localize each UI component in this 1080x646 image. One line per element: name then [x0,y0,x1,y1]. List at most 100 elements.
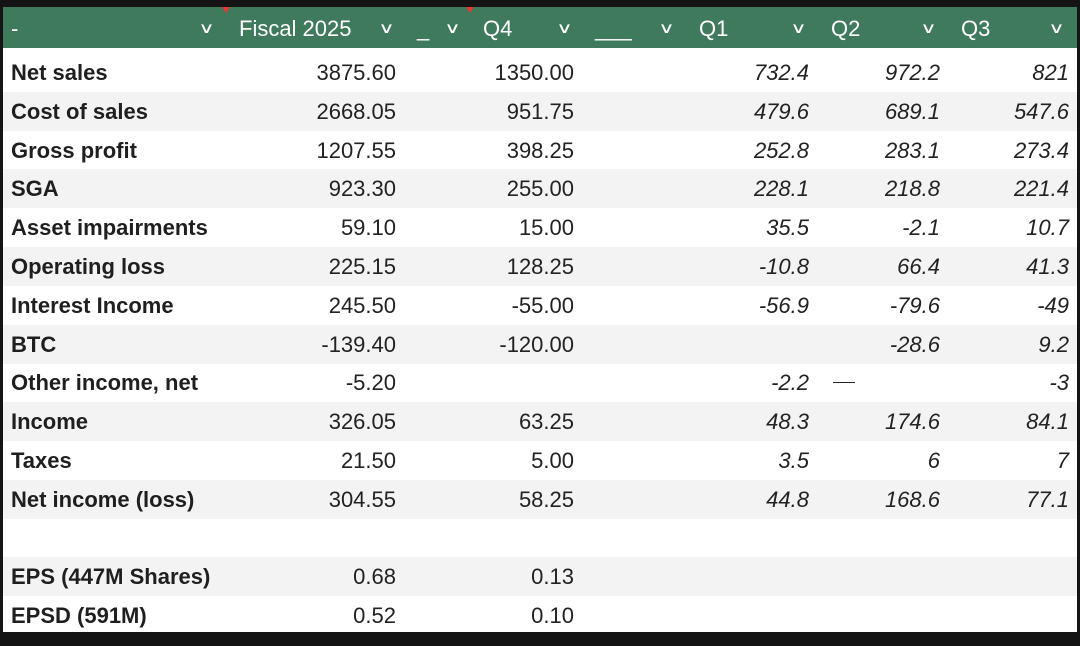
table-row: Net sales 3875.60 1350.00 732.4 972.2 821 [3,53,1077,92]
row-label[interactable]: EPS (447M Shares) [11,564,211,590]
chevron-down-icon[interactable]: ∨ [1048,20,1065,37]
cell-q2[interactable]: 283.1 [884,137,940,163]
row-label[interactable]: Income [11,409,89,435]
cell-q2[interactable]: 218.8 [884,176,940,202]
table-row: Operating loss 225.15 128.25 -10.8 66.4 41.3 [3,247,1077,286]
comment-indicator [466,7,474,13]
cell-q3[interactable]: -3 [1049,370,1069,396]
header-q1[interactable]: Q1 ∨ [689,7,819,48]
cell-q2[interactable]: 66.4 [897,254,940,279]
chevron-down-icon[interactable]: ∨ [920,20,937,37]
cell-q3[interactable]: 821 [1032,60,1069,85]
cell-q3[interactable]: 41.3 [1026,254,1069,279]
cell-q1[interactable]: 732.4 [753,60,809,85]
cell-q1[interactable]: 228.1 [753,176,809,202]
table-row: EPSD (591M) 0.52 0.10 [3,596,1077,632]
cell-q3[interactable]: 10.7 [1026,215,1069,241]
cell-fiscal-2025[interactable]: 21.50 [340,448,396,473]
cell-fiscal-2025[interactable]: 3875.60 [316,60,396,85]
header-col-a[interactable]: - ∨ [3,7,231,48]
cell-q4[interactable]: 58.25 [518,486,574,512]
header-col-e[interactable]: ___ ∨ [585,7,689,48]
cell-fiscal-2025[interactable]: 1207.55 [316,137,396,163]
cell-fiscal-2025[interactable]: 245.50 [328,292,396,318]
cell-q3[interactable]: 547.6 [1013,98,1069,124]
cell-q2[interactable]: 174.6 [884,409,940,435]
header-q2[interactable]: Q2 ∨ [819,7,949,48]
cell-q2[interactable]: -28.6 [889,331,940,357]
cell-q3[interactable]: 84.1 [1026,409,1069,435]
cell-q4[interactable]: 255.00 [506,176,574,202]
chevron-down-icon[interactable]: ∨ [556,20,573,37]
chevron-down-icon[interactable]: ∨ [790,20,807,37]
cell-fiscal-2025[interactable]: 59.10 [340,215,396,241]
chevron-down-icon[interactable]: ∨ [378,20,395,37]
cell-q4[interactable]: -55.00 [511,292,574,318]
cell-fiscal-2025[interactable]: 0.52 [353,603,396,629]
chevron-down-icon[interactable]: ∨ [658,20,675,37]
row-label[interactable]: Net income (loss) [11,486,195,512]
cell-fiscal-2025[interactable]: -139.40 [321,331,396,357]
cell-q2[interactable]: -2.1 [902,215,940,241]
header-col-c[interactable]: _ ∨ [407,7,473,48]
cell-q3[interactable]: 9.2 [1038,331,1069,357]
row-label[interactable]: SGA [11,176,59,202]
cell-q3[interactable]: 273.4 [1013,137,1069,163]
cell-q4[interactable]: 15.00 [518,215,574,241]
cell-fiscal-2025[interactable]: 2668.05 [316,98,396,124]
cell-fiscal-2025[interactable]: 304.55 [328,486,396,512]
cell-q4[interactable]: 951.75 [506,98,574,124]
cell-q3[interactable]: 77.1 [1026,486,1069,512]
cell-fiscal-2025[interactable]: 326.05 [328,409,396,435]
cell-q1[interactable]: 3.5 [778,448,809,473]
cell-q1[interactable]: 479.6 [753,98,809,124]
cell-q4[interactable]: 5.00 [531,448,574,473]
table-row: Interest Income 245.50 -55.00 -56.9 -79.6 -49 [3,286,1077,325]
cell-q4[interactable]: 0.10 [531,603,574,629]
row-label[interactable]: Interest Income [11,292,174,318]
header-col-a-label: - [11,16,19,41]
cell-q1[interactable]: 35.5 [766,215,809,241]
header-q4[interactable]: Q4 ∨ [473,7,585,48]
header-q3[interactable]: Q3 ∨ [949,7,1077,48]
cell-q2[interactable]: 6 [927,448,940,473]
chevron-down-icon[interactable]: ∨ [444,20,461,37]
chevron-down-icon[interactable]: ∨ [198,20,215,37]
cell-q4[interactable]: 398.25 [506,137,574,163]
cell-q2[interactable]: 972.2 [884,60,940,85]
cell-q3[interactable]: 7 [1056,448,1069,473]
cell-fiscal-2025[interactable]: -5.20 [345,370,396,396]
row-label[interactable]: Net sales [11,60,108,85]
row-label[interactable]: Other income, net [11,370,199,396]
cell-q1[interactable]: 252.8 [753,137,809,163]
row-label[interactable]: Taxes [11,448,72,473]
cell-q1[interactable]: 44.8 [766,486,809,512]
cell-fiscal-2025[interactable]: 0.68 [353,564,396,590]
cell-q1[interactable]: 48.3 [766,409,809,435]
cell-fiscal-2025[interactable]: 923.30 [328,176,396,202]
header-fiscal[interactable]: Fiscal 2025 ∨ [231,7,407,48]
cell-q3[interactable]: -49 [1037,292,1069,318]
cell-q1[interactable]: -2.2 [771,370,809,396]
header-q4-label: Q4 [483,16,513,41]
cell-q4[interactable]: -120.00 [499,331,574,357]
row-label[interactable]: Cost of sales [11,98,148,124]
row-label[interactable]: Gross profit [11,137,137,163]
table-row: Taxes 21.50 5.00 3.5 6 7 [3,441,1077,480]
cell-q1[interactable]: -56.9 [758,292,809,318]
cell-q4[interactable]: 63.25 [518,409,574,435]
spreadsheet: - ∨ Fiscal 2025 ∨ _ ∨ Q4 ∨ ___ ∨ Q1 ∨ Q2… [3,7,1077,632]
row-label[interactable]: Operating loss [11,254,166,279]
row-label[interactable]: EPSD (591M) [11,603,147,629]
cell-q3[interactable]: 221.4 [1013,176,1069,202]
cell-fiscal-2025[interactable]: 225.15 [328,254,396,279]
row-label[interactable]: BTC [11,331,57,357]
cell-q2[interactable]: 168.6 [884,486,940,512]
cell-q4[interactable]: 1350.00 [494,60,574,85]
cell-q4[interactable]: 0.13 [531,564,574,590]
cell-q2[interactable]: 689.1 [884,98,940,124]
cell-q4[interactable]: 128.25 [506,254,574,279]
cell-q1[interactable]: -10.8 [758,254,809,279]
row-label[interactable]: Asset impairments [11,215,208,241]
cell-q2[interactable]: -79.6 [889,292,940,318]
